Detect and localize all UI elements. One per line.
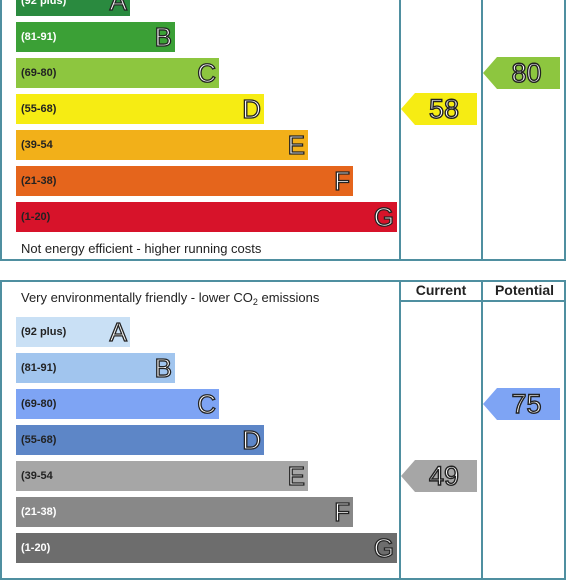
band-letter: C [197,57,217,88]
band-letter: E [287,129,306,160]
potential-rating-value: 75 [511,388,542,419]
current-column-divider [399,0,401,261]
band-letter: B [154,21,173,52]
band-range-label: (92 plus) [21,0,67,7]
potential-rating-value: 80 [511,57,542,88]
environmental-impact-chart: Current Potential Very environmentally f… [0,262,586,580]
band-letter: A [109,0,128,17]
current-arrow-fill [401,93,477,125]
potential-arrow-shape [483,388,560,420]
band-letter: F [333,496,350,527]
band-range-label: (39-54 [21,470,53,482]
band-letter: E [287,460,306,491]
band-g: (1-20) G [16,532,397,564]
top-note: Very environmentally friendly - lower CO… [21,290,319,307]
band-c: (69-80) C [16,388,219,420]
current-column-divider [399,280,401,580]
potential-rating-arrow: 75 [483,388,560,420]
band-a: (92 plus) A [16,316,130,348]
band-letter: C [197,388,217,419]
band-range-label: (1-20) [21,211,51,223]
potential-column-divider [481,280,483,580]
band-letter: F [333,165,350,196]
band-range-label: (55-68) [21,434,57,446]
band-letter: G [373,532,395,563]
current-arrow-shape [401,93,477,125]
header-divider [400,300,566,302]
chart-frame [0,0,566,261]
band-range-label: (81-91) [21,31,57,43]
band-range-label: (21-38) [21,506,57,518]
band-range-label: (1-20) [21,542,51,554]
band-a: (92 plus) A [16,0,130,17]
bottom-note: Not energy efficient - higher running co… [21,241,262,256]
band-range-label: (81-91) [21,362,57,374]
band-range-label: (55-68) [21,103,57,115]
band-e: (39-54 E [16,460,308,492]
band-d: (55-68) D [16,424,264,456]
band-range-label: (92 plus) [21,326,67,338]
current-rating-value: 49 [428,460,460,491]
top-note-prefix: Very environmentally friendly - lower CO [21,290,253,305]
column-header-current: Current [415,282,467,298]
top-note-suffix: emissions [257,290,320,305]
band-range-label: (21-38) [21,175,57,187]
band-b: (81-91) B [16,352,175,384]
potential-arrow-shape [483,57,560,89]
band-letter: G [373,201,395,232]
top-note-subscript: 2 [252,297,258,307]
band-g: (1-20) G [16,201,397,233]
potential-arrow-fill [483,57,560,89]
energy-efficiency-chart: (92 plus) A (81-91) B (69-80) C (55-68) D (39-54… [0,0,586,262]
band-letter: D [242,93,262,124]
band-range-label: (69-80) [21,67,57,79]
band-f: (21-38) F [16,165,353,197]
band-c: (69-80) C [16,57,219,89]
band-range-label: (39-54 [21,139,53,151]
band-b: (81-91) B [16,21,175,53]
column-header-potential: Potential [494,282,555,298]
potential-column-divider [481,0,483,261]
band-d: (55-68) D [16,93,264,125]
band-letter: B [154,352,173,383]
potential-rating-arrow: 80 [483,57,560,89]
current-rating-arrow: 49 [401,460,477,492]
current-rating-value: 58 [428,93,460,124]
band-f: (21-38) F [16,496,353,528]
band-letter: A [109,316,128,347]
current-arrow-shape [401,460,477,492]
potential-arrow-fill [483,388,560,420]
band-range-label: (69-80) [21,398,57,410]
band-e: (39-54 E [16,129,308,161]
current-rating-arrow: 58 [401,93,477,125]
band-letter: D [242,424,262,455]
current-arrow-fill [401,460,477,492]
